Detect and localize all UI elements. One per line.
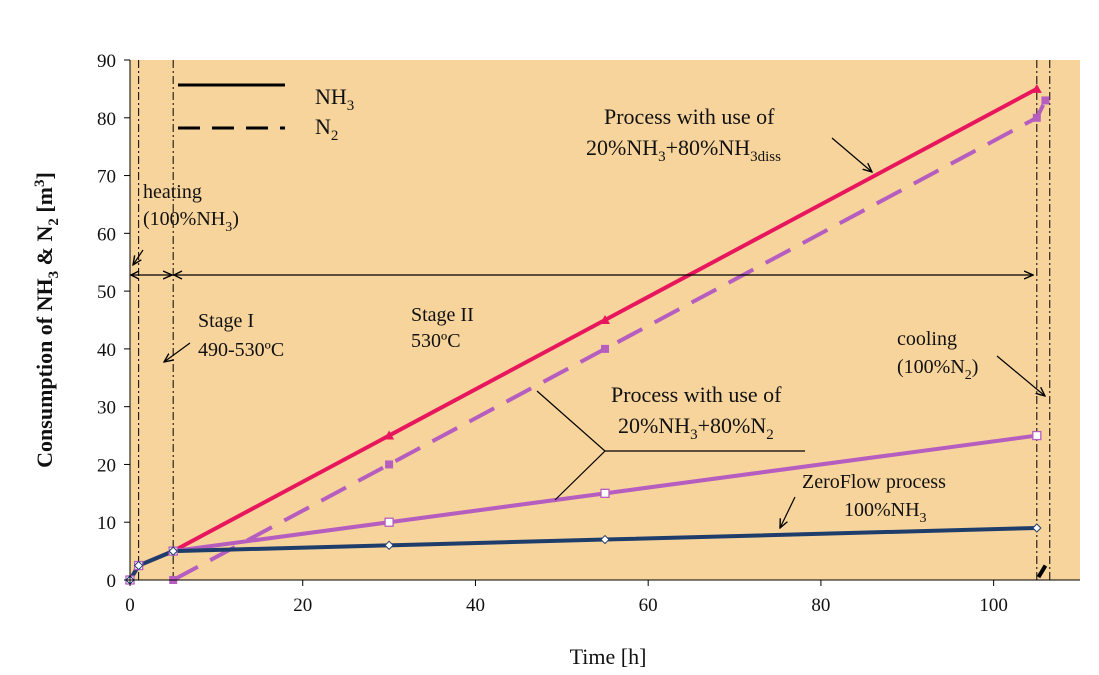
heating-label: heating bbox=[143, 181, 202, 203]
cooling-label-2: (100%N2) bbox=[897, 356, 978, 383]
stage2-label: Stage II bbox=[411, 304, 474, 326]
annotations: heating (100%NH3) Stage I 490-530ºC Stag… bbox=[143, 104, 978, 526]
cooling-label: cooling bbox=[897, 328, 957, 350]
x-axis-title: Time [h] bbox=[570, 644, 647, 669]
y-tick-label: 30 bbox=[97, 398, 116, 419]
cooling-pointer-arrow bbox=[996, 355, 1045, 396]
process1-label: Process with use of bbox=[604, 104, 775, 129]
data-point-p2 bbox=[1032, 430, 1042, 441]
x-tick-label: 100 bbox=[979, 595, 1008, 616]
data-point-p1_n2 bbox=[601, 344, 609, 353]
zeroflow-composition: 100%NH3 bbox=[844, 499, 927, 526]
data-point-zeroflow bbox=[384, 540, 394, 551]
data-point-zeroflow bbox=[133, 560, 144, 571]
x-tick-label: 0 bbox=[125, 595, 135, 616]
series-markers bbox=[125, 83, 1050, 585]
x-ticks: 0 20 40 60 80 100 bbox=[125, 580, 1008, 616]
legend: NH3 N2 bbox=[178, 83, 354, 144]
x-tick-label: 60 bbox=[639, 595, 658, 616]
stage2-temp: 530ºC bbox=[411, 330, 461, 352]
process2-composition: 20%NH3+80%N2 bbox=[618, 413, 774, 443]
data-point-zeroflow bbox=[1032, 523, 1042, 533]
data-point-p1_n2 bbox=[385, 460, 394, 469]
data-point-zeroflow bbox=[600, 534, 610, 545]
y-tick-label: 90 bbox=[97, 51, 116, 72]
y-tick-label: 70 bbox=[97, 167, 116, 188]
heating-label-2: (100%NH3) bbox=[143, 208, 239, 235]
data-point-p1_nh3 bbox=[1031, 83, 1042, 93]
stage-arrows bbox=[131, 137, 1045, 528]
y-tick-label: 50 bbox=[97, 282, 116, 303]
data-point-p2 bbox=[384, 517, 394, 527]
y-tick-label: 40 bbox=[97, 340, 116, 361]
data-point-p1_n2 bbox=[1041, 96, 1050, 105]
stage-boundaries bbox=[138, 60, 1051, 580]
y-axis-title: Consumption of NH3 & N2 [m3] bbox=[32, 172, 62, 468]
process1-composition: 20%NH3+80%NH3diss bbox=[586, 135, 781, 165]
process2-label: Process with use of bbox=[611, 382, 782, 407]
y-ticks: 0 10 20 30 40 50 60 70 80 90 bbox=[97, 51, 130, 592]
y-tick-label: 60 bbox=[97, 224, 116, 245]
data-point-p1_nh3 bbox=[600, 315, 610, 324]
legend-nh3-label: NH3 bbox=[315, 84, 354, 114]
data-point-p2 bbox=[600, 488, 610, 498]
y-tick-label: 0 bbox=[107, 571, 117, 592]
x-tick-label: 80 bbox=[811, 595, 830, 616]
data-point-p1_n2 bbox=[1032, 113, 1041, 122]
heating-pointer-arrow bbox=[133, 249, 144, 265]
stage1-temp: 490-530ºC bbox=[198, 339, 284, 361]
series-line-cool_n2 bbox=[1036, 564, 1048, 579]
data-point-zeroflow bbox=[168, 546, 178, 556]
process1-pointer-arrow bbox=[831, 137, 872, 172]
y-tick-label: 80 bbox=[97, 109, 116, 130]
data-point-p1_nh3 bbox=[384, 430, 395, 440]
x-tick-label: 20 bbox=[293, 595, 312, 616]
zeroflow-pointer-arrow bbox=[780, 496, 796, 528]
legend-n2-label: N2 bbox=[315, 114, 338, 144]
stage1-pointer-arrow bbox=[164, 342, 191, 362]
zeroflow-label: ZeroFlow process bbox=[802, 471, 946, 493]
y-tick-label: 20 bbox=[97, 455, 116, 476]
stage1-label: Stage I bbox=[198, 310, 254, 332]
y-tick-label: 10 bbox=[97, 513, 116, 534]
x-tick-label: 40 bbox=[466, 595, 485, 616]
